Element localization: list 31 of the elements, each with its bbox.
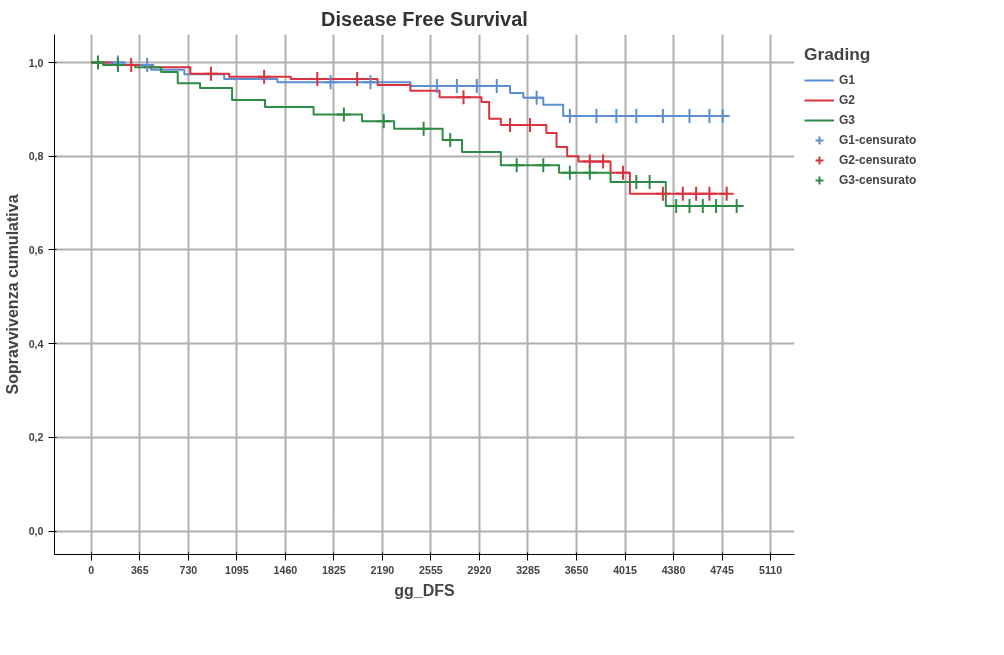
x-tick-label: 3285 [516,563,540,576]
legend-label: G1-censurato [839,133,917,147]
y-tick-label: 0,8 [28,150,44,163]
x-tick-label: 4015 [613,563,637,576]
y-tick-label: 0,2 [28,431,44,444]
x-tick-label: 2920 [467,563,492,576]
legend-label: G3 [839,113,856,127]
x-tick-label: 1825 [322,563,346,576]
y-tick-label: 1,0 [28,56,44,69]
y-axis-title: Sopravvivenza cumulativa [3,194,21,395]
x-tick-label: 3650 [564,563,589,576]
legend-label: G2-censurato [839,153,917,167]
x-tick-label: 1095 [225,563,249,576]
y-tick-label: 0,6 [28,244,44,256]
y-tick-label: 0,0 [28,525,44,538]
x-tick-label: 1460 [273,563,298,576]
legend-label: G2 [839,93,856,107]
x-tick-label: 4745 [710,563,734,576]
x-tick-label: 2190 [370,563,395,576]
x-tick-label: 730 [179,563,198,576]
legend-label: G3-censurato [839,173,917,187]
x-tick-label: 2555 [419,563,443,576]
x-tick-label: 0 [88,563,95,576]
x-tick-label: 4380 [661,563,686,576]
x-tick-label: 5110 [759,563,783,576]
x-tick-label: 365 [130,563,149,576]
chart-title: Disease Free Survival [321,7,528,30]
x-axis-title: gg_DFS [394,581,456,599]
legend-label: G1 [839,73,856,87]
legend-title: Grading [804,44,872,65]
y-tick-label: 0,4 [28,337,44,350]
